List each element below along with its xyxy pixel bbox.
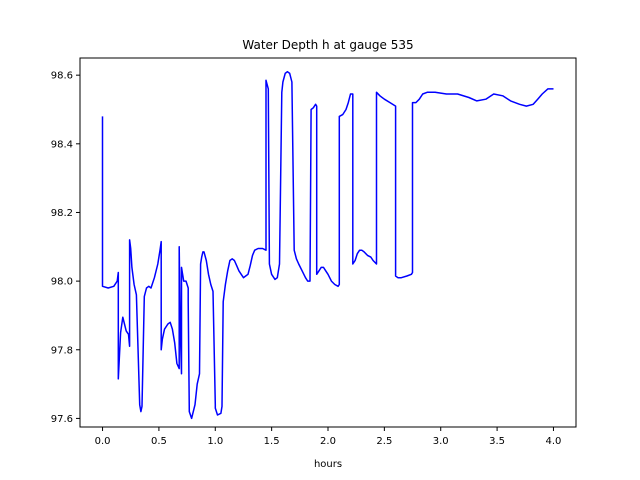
y-tick-label: 98.0 xyxy=(51,277,73,288)
x-tick-label: 3.0 xyxy=(433,436,449,447)
x-tick-label: 0.0 xyxy=(95,436,111,447)
y-tick-label: 98.2 xyxy=(51,208,73,219)
y-tick-label: 98.6 xyxy=(51,71,73,82)
x-tick-label: 3.5 xyxy=(489,436,505,447)
x-tick-label: 0.5 xyxy=(151,436,167,447)
series-line xyxy=(101,70,554,420)
x-axis: 0.0 0.5 1.0 1.5 2.0 2.5 3.0 3.5 4.0 xyxy=(95,427,562,447)
x-tick-label: 2.5 xyxy=(376,436,392,447)
y-axis: 97.6 97.8 98.0 98.2 98.4 98.6 xyxy=(51,71,80,425)
y-tick-label: 97.8 xyxy=(51,345,73,356)
chart-title: Water Depth h at gauge 535 xyxy=(242,38,413,52)
x-tick-label: 1.0 xyxy=(207,436,223,447)
series-layer xyxy=(101,70,554,420)
x-axis-label: hours xyxy=(314,459,342,470)
y-tick-label: 97.6 xyxy=(51,414,73,425)
x-tick-label: 4.0 xyxy=(546,436,562,447)
x-tick-label: 1.5 xyxy=(264,436,280,447)
y-tick-label: 98.4 xyxy=(51,139,73,150)
x-tick-label: 2.0 xyxy=(320,436,336,447)
